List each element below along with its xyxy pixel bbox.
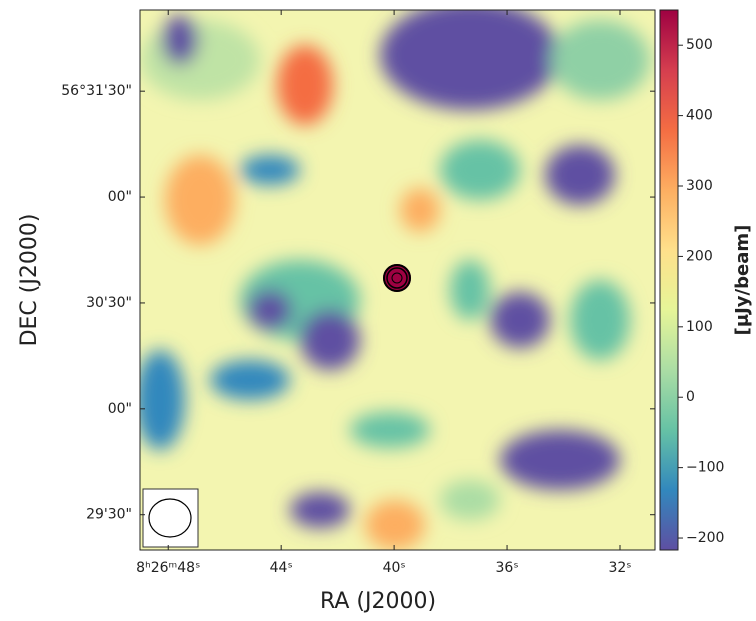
y-tick-label: 00": [108, 189, 132, 205]
y-tick-label: 29'30": [86, 507, 132, 523]
colorbar-tick-label: 300: [686, 178, 713, 194]
colorbar-tick-label: −200: [686, 530, 724, 546]
x-tick-label: 44ˢ: [270, 560, 293, 576]
colorbar-tick-label: 400: [686, 108, 713, 124]
x-tick-label: 8ʰ26ᵐ48ˢ: [136, 560, 200, 576]
x-tick-label: 32ˢ: [608, 560, 631, 576]
plot-frame: [139, 9, 656, 551]
x-axis-title: RA (J2000): [320, 589, 436, 614]
x-tick-label: 36ˢ: [496, 560, 519, 576]
y-axis-title: DEC (J2000): [17, 214, 42, 347]
colorbar-title: [μJy/beam]: [732, 225, 753, 336]
colorbar-tick-label: 100: [686, 319, 713, 335]
y-tick-label: 00": [108, 401, 132, 417]
map: [140, 10, 655, 550]
colorbar-tick-label: 500: [686, 37, 713, 53]
y-tick-label: 30'30": [86, 295, 132, 311]
colorbar: [659, 9, 679, 551]
colorbar-tick-label: 200: [686, 248, 713, 264]
y-tick-label: 56°31'30": [61, 83, 132, 99]
colorbar-tick-label: −100: [686, 460, 724, 476]
x-tick-label: 40ˢ: [383, 560, 406, 576]
colorbar-tick-label: 0: [686, 389, 695, 405]
